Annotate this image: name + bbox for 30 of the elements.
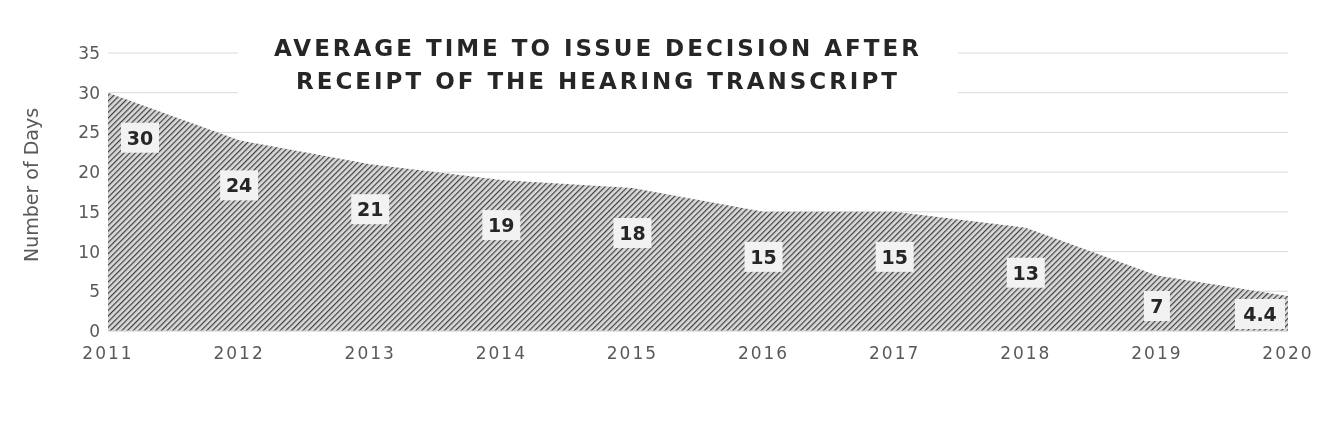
x-tick-label: 2020 xyxy=(1262,343,1314,364)
x-tick-label: 2015 xyxy=(606,343,659,364)
x-tick-label: 2013 xyxy=(344,343,396,364)
y-tick-label: 30 xyxy=(78,82,100,103)
x-tick-label: 2014 xyxy=(475,343,527,364)
y-axis-title: Number of Days xyxy=(19,107,42,262)
data-label: 15 xyxy=(750,245,777,268)
data-label: 15 xyxy=(881,245,908,268)
data-label: 4.4 xyxy=(1243,303,1277,325)
x-tick-label: 2011 xyxy=(82,343,134,364)
y-tick-label: 35 xyxy=(78,43,100,64)
data-label: 30 xyxy=(126,126,154,149)
data-label: 19 xyxy=(488,214,515,237)
y-tick-label: 15 xyxy=(78,201,100,222)
x-tick-label: 2018 xyxy=(1000,343,1052,364)
data-label: 7 xyxy=(1150,294,1164,317)
x-tick-label: 2016 xyxy=(737,343,790,364)
data-label: 13 xyxy=(1012,261,1039,284)
x-tick-label: 2012 xyxy=(213,343,265,364)
data-label: 24 xyxy=(225,174,253,197)
y-tick-label: 10 xyxy=(78,241,100,262)
chart-title: AVERAGE TIME TO ISSUE DECISION AFTER RECEIPT OF THE HEARING TRANSCRIPT xyxy=(238,30,958,100)
y-tick-label: 25 xyxy=(78,122,100,143)
y-tick-label: 0 xyxy=(89,321,100,342)
x-tick-label: 2017 xyxy=(869,343,921,364)
data-label: 21 xyxy=(357,198,384,221)
y-tick-label: 5 xyxy=(89,281,100,302)
y-tick-label: 20 xyxy=(78,162,100,183)
data-label: 18 xyxy=(619,222,646,245)
x-tick-label: 2019 xyxy=(1131,343,1183,364)
